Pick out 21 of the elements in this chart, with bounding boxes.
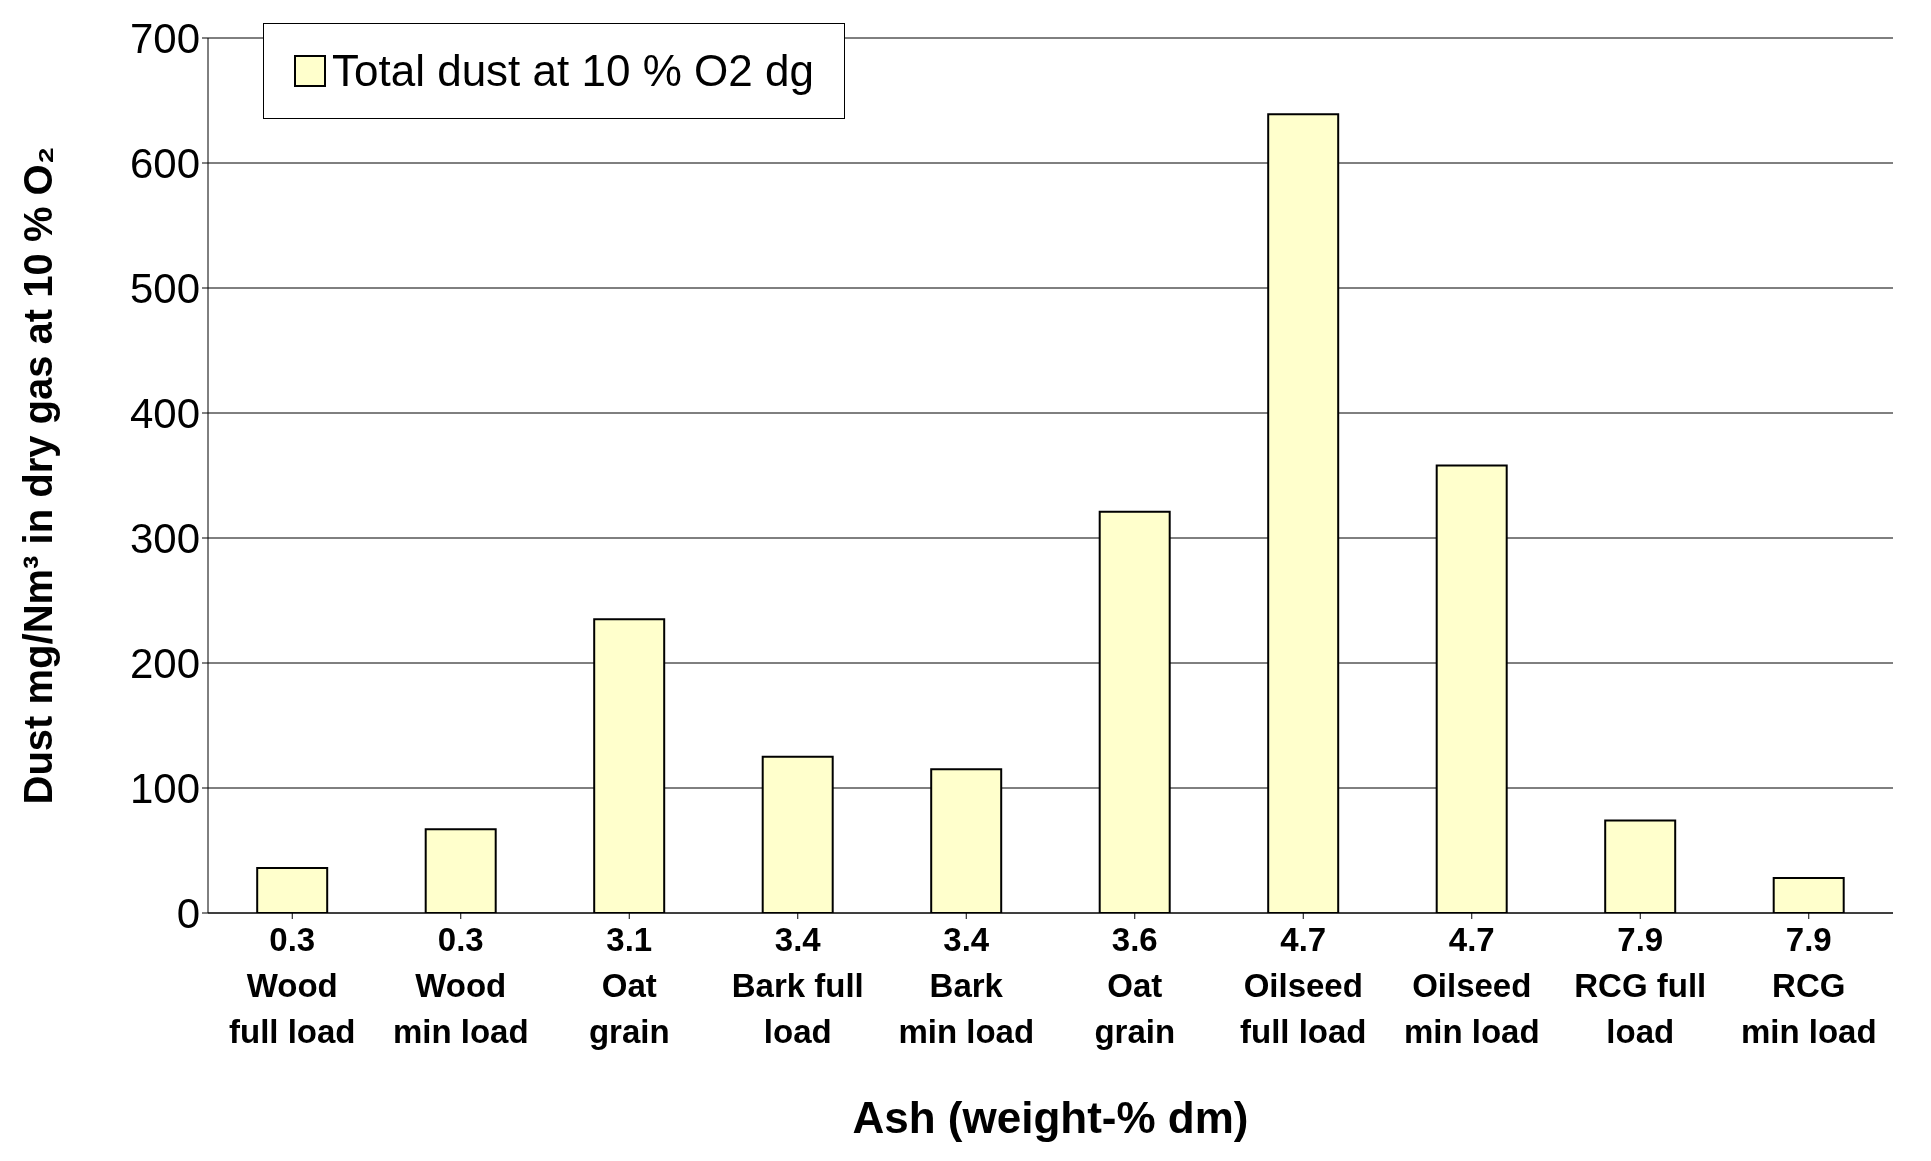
x-tick-label: 3.1 Oat grain — [588, 921, 670, 1050]
y-tick-label: 200 — [129, 639, 200, 687]
x-tick-label: 3.4 Bark full load — [731, 921, 864, 1050]
x-tick-label: 7.9 RCG min load — [1740, 921, 1877, 1050]
y-tick-label: 100 — [129, 764, 200, 812]
y-tick-label: 700 — [129, 14, 200, 62]
y-tick-label: 0 — [176, 889, 200, 937]
x-tick-label: 0.3 Wood full load — [229, 921, 356, 1050]
y-tick-label: 300 — [129, 514, 200, 562]
y-tick-label: 400 — [129, 389, 200, 437]
x-axis-title: Ash (weight-% dm) — [852, 1093, 1249, 1142]
y-axis-title: Dust mg/Nm³ in dry gas at 10 % O₂ — [16, 146, 61, 805]
y-tick-label: 600 — [129, 139, 200, 187]
x-tick-label: 4.7 Oilseed min load — [1403, 921, 1540, 1050]
x-tick-label: 0.3 Wood min load — [392, 921, 529, 1050]
x-tick-label: 4.7 Oilseed full load — [1240, 921, 1367, 1050]
legend-label: Total dust at 10 % O2 dg — [332, 46, 814, 96]
x-tick-label: 7.9 RCG full load — [1574, 921, 1707, 1050]
x-tick-label: 3.6 Oat grain — [1094, 921, 1176, 1050]
y-tick-label: 500 — [129, 264, 200, 312]
x-tick-label: 3.4 Bark min load — [898, 921, 1035, 1050]
